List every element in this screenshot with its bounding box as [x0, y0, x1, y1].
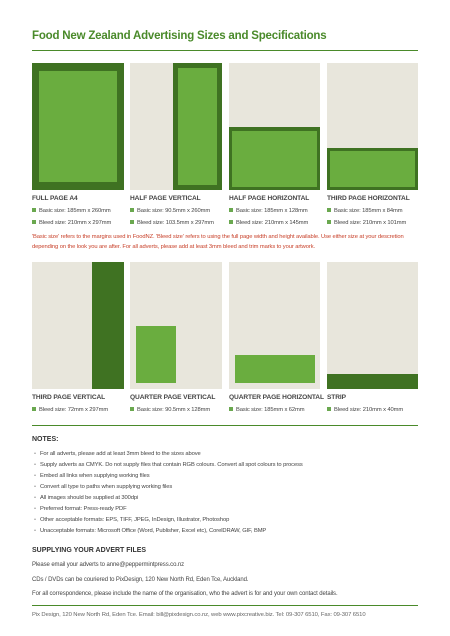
note-item: Embed all links when supplying working f…: [34, 473, 150, 479]
title: Food New Zealand Advertising Sizes and S…: [32, 30, 327, 42]
rule: [32, 50, 418, 51]
ad-spec: Basic size: 185mm x 62mm: [229, 407, 305, 413]
supply-line: Please email your adverts to anne@pepper…: [32, 562, 185, 568]
ad-spec: Bleed size: 72mm x 297mm: [32, 407, 108, 413]
ad-spec: Bleed size: 210mm x 297mm: [32, 220, 111, 226]
ad-spec: Bleed size: 103.5mm x 297mm: [130, 220, 214, 226]
note-item: Supply adverts as CMYK. Do not supply fi…: [34, 462, 303, 468]
footer: Pix Design, 120 New North Rd, Eden Tce. …: [32, 612, 366, 618]
ad-name: STRIP: [327, 394, 346, 401]
ad-spec: Basic size: 90.5mm x 128mm: [130, 407, 210, 413]
supply-heading: SUPPLYING YOUR ADVERT FILES: [32, 547, 147, 554]
ad-spec: Basic size: 185mm x 260mm: [32, 208, 111, 214]
note-item: Convert all type to paths when supplying…: [34, 484, 172, 490]
note-item: For all adverts, please add at least 3mm…: [34, 451, 201, 457]
rule: [32, 605, 418, 606]
size-note: 'Basic size' refers to the margins used …: [32, 234, 404, 250]
note-item: Preferred format: Press-ready PDF: [34, 506, 127, 512]
supply-line: CDs / DVDs can be couriered to PixDesign…: [32, 577, 249, 583]
note-item: Unacceptable formats: Microsoft Office (…: [34, 528, 266, 534]
note-item: All images should be supplied at 300dpi: [34, 495, 138, 501]
supply-line: For all correspondence, please include t…: [32, 591, 338, 597]
ad-spec: Basic size: 185mm x 84mm: [327, 208, 403, 214]
ad-spec: Bleed size: 210mm x 145mm: [229, 220, 308, 226]
ad-name: HALF PAGE HORIZONTAL: [229, 195, 310, 202]
ad-panels: [32, 63, 418, 389]
ad-name: THIRD PAGE HORIZONTAL: [327, 195, 410, 202]
notes-heading: NOTES:: [32, 436, 59, 443]
ad-name: THIRD PAGE VERTICAL: [32, 394, 106, 401]
ad-spec: Bleed size: 210mm x 40mm: [327, 407, 403, 413]
ad-name: QUARTER PAGE HORIZONTAL: [229, 394, 324, 401]
ad-name: FULL PAGE A4: [32, 195, 78, 202]
ad-name: HALF PAGE VERTICAL: [130, 195, 201, 202]
ad-spec: Basic size: 90.5mm x 260mm: [130, 208, 210, 214]
ad-spec: Bleed size: 210mm x 101mm: [327, 220, 406, 226]
ad-spec: Basic size: 185mm x 128mm: [229, 208, 308, 214]
ad-name: QUARTER PAGE VERTICAL: [130, 394, 216, 401]
note-item: Other acceptable formats: EPS, TIFF, JPE…: [34, 517, 229, 523]
rule: [32, 425, 418, 426]
